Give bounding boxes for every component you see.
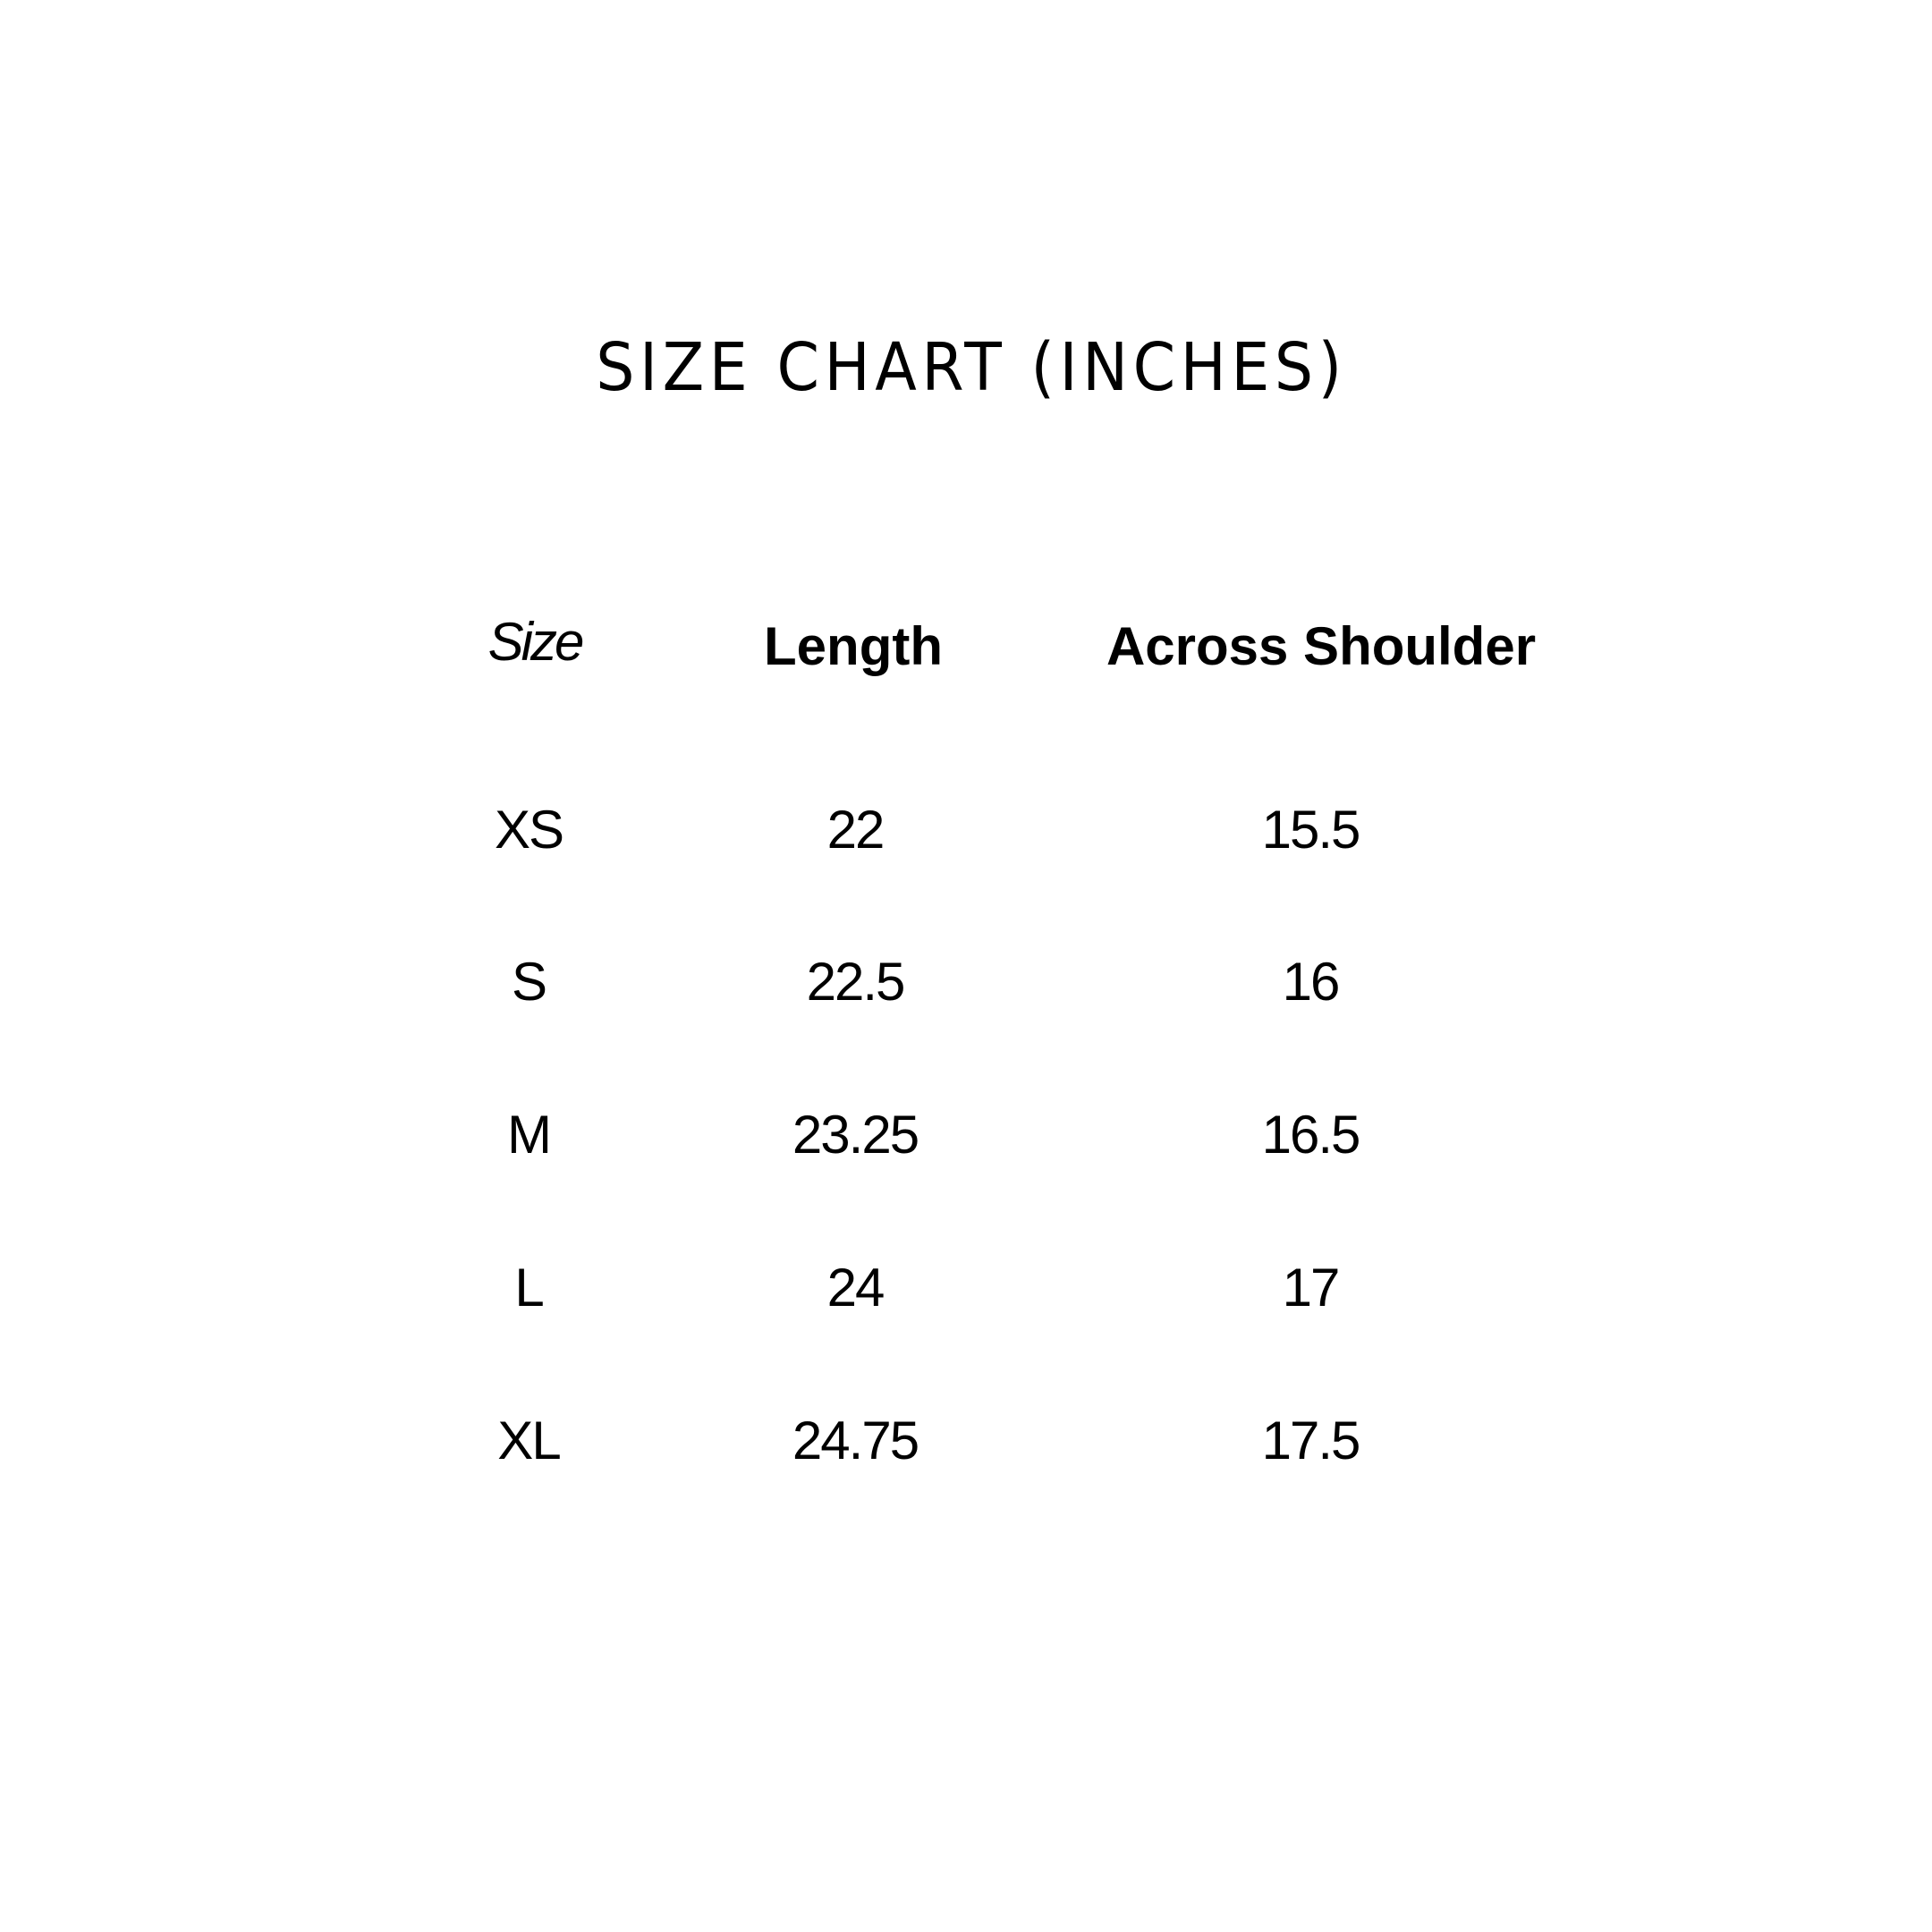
cell-shoulder: 16 [1282, 952, 1341, 1012]
cell-size: M [507, 1105, 552, 1165]
cell-size: L [514, 1258, 544, 1318]
column-header-length: Length [764, 616, 943, 676]
cell-length: 22.5 [806, 952, 906, 1012]
cell-length: 22 [826, 800, 886, 860]
cell-size: XL [497, 1411, 561, 1470]
column-header-across-shoulder: Across Shoulder [1106, 616, 1537, 676]
cell-size: XS [494, 800, 564, 860]
cell-shoulder: 16.5 [1261, 1105, 1361, 1165]
page-title: SIZE CHART (INCHES) [596, 329, 1347, 406]
column-header-size: Size [487, 612, 585, 672]
cell-length: 24.75 [792, 1411, 919, 1470]
cell-length: 23.25 [792, 1105, 919, 1165]
cell-shoulder: 17.5 [1261, 1411, 1361, 1470]
cell-shoulder: 17 [1282, 1258, 1341, 1318]
cell-size: S [511, 952, 547, 1012]
cell-length: 24 [826, 1258, 886, 1318]
cell-shoulder: 15.5 [1261, 800, 1361, 860]
